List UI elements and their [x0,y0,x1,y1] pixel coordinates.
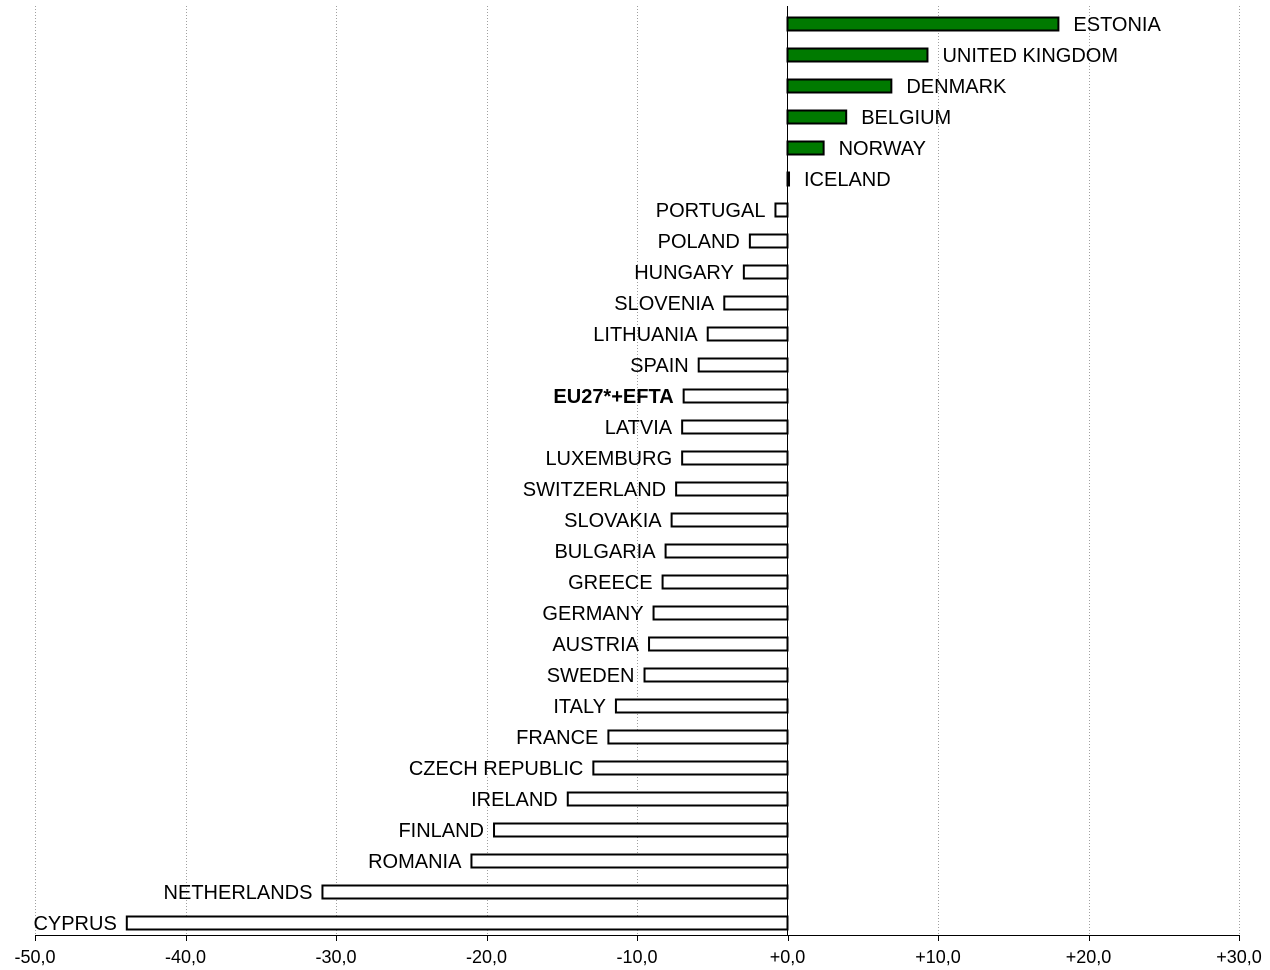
bar-spain [697,357,789,373]
bar-layer [125,16,1060,931]
bar-germany [652,605,789,621]
bar-latvia [681,419,789,435]
bar-czech-republic [592,760,789,776]
label-layer: ESTONIA UNITED KINGDOM DENMARK BELGIUM NORWA… [33,14,1161,935]
bar-label-italy: ITALY [553,696,606,718]
bar-label-spain: SPAIN [630,355,689,377]
grid-layer [35,6,1240,935]
bar-label-greece: GREECE [568,572,652,594]
bar-label-latvia: LATVIA [605,417,673,439]
bar-label-eu27-efta: EU27*+EFTA [553,386,673,408]
bar-sweden [643,667,789,683]
bar-label-norway: NORWAY [839,138,926,160]
bar-label-belgium: BELGIUM [861,107,951,129]
bar-switzerland [675,481,789,497]
bar-hungary [742,264,789,280]
bar-norway [786,140,825,156]
bar-label-czech-republic: CZECH REPUBLIC [409,758,583,780]
x-axis: -50,0 -40,0 -30,0 -20,0 -10,0 +0,0 +10,0 +20,0 +… [14,6,1262,967]
bar-label-switzerland: SWITZERLAND [523,479,666,501]
bar-label-hungary: HUNGARY [634,262,734,284]
bar-austria [648,636,789,652]
bar-label-slovakia: SLOVAKIA [564,510,662,532]
bar-estonia [786,16,1060,32]
bar-lithuania [706,326,789,342]
bar-portugal [774,202,789,218]
bar-label-germany: GERMANY [542,603,643,625]
x-tick-label-5: +0,0 [770,947,806,967]
bar-denmark [786,78,893,94]
bar-label-cyprus: CYPRUS [33,913,116,935]
bar-label-portugal: PORTUGAL [656,200,766,222]
x-tick-label-7: +20,0 [1066,947,1112,967]
bar-cyprus [125,915,789,931]
bar-netherlands [321,884,789,900]
bar-slovenia [723,295,789,311]
bar-eu27-efta [682,388,789,404]
bar-bulgaria [664,543,789,559]
bar-label-austria: AUSTRIA [552,634,639,656]
bar-label-united-kingdom: UNITED KINGDOM [942,45,1118,67]
bar-romania [470,853,789,869]
bar-ireland [566,791,789,807]
bar-label-ireland: IRELAND [471,789,558,811]
bar-united-kingdom [786,47,929,63]
x-tick-label-4: -10,0 [616,947,657,967]
x-tick-label-2: -30,0 [315,947,356,967]
x-tick-label-0: -50,0 [14,947,55,967]
bar-label-poland: POLAND [658,231,740,253]
bar-label-netherlands: NETHERLANDS [164,882,313,904]
bar-label-iceland: ICELAND [804,169,891,191]
bar-france [607,729,789,745]
bar-slovakia [670,512,789,528]
x-tick-label-3: -20,0 [466,947,507,967]
bar-label-romania: ROMANIA [368,851,462,873]
x-tick-label-8: +30,0 [1216,947,1262,967]
bar-italy [614,698,789,714]
bar-label-denmark: DENMARK [906,76,1007,98]
bar-belgium [786,109,848,125]
bar-label-luxemburg: LUXEMBURG [545,448,672,470]
bar-label-slovenia: SLOVENIA [614,293,715,315]
bar-label-lithuania: LITHUANIA [593,324,698,346]
bar-label-finland: FINLAND [398,820,484,842]
bar-finland [493,822,789,838]
bar-label-estonia: ESTONIA [1073,14,1161,36]
bar-label-bulgaria: BULGARIA [554,541,656,563]
bar-poland [748,233,789,249]
bar-greece [661,574,789,590]
bar-luxemburg [681,450,789,466]
bar-label-sweden: SWEDEN [547,665,635,687]
x-tick-label-6: +10,0 [915,947,961,967]
x-tick-label-1: -40,0 [165,947,206,967]
bar-label-france: FRANCE [516,727,598,749]
